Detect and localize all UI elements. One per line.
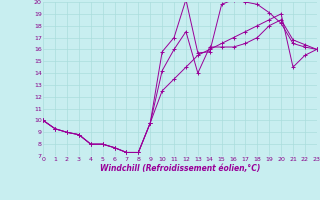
X-axis label: Windchill (Refroidissement éolien,°C): Windchill (Refroidissement éolien,°C) xyxy=(100,164,260,173)
